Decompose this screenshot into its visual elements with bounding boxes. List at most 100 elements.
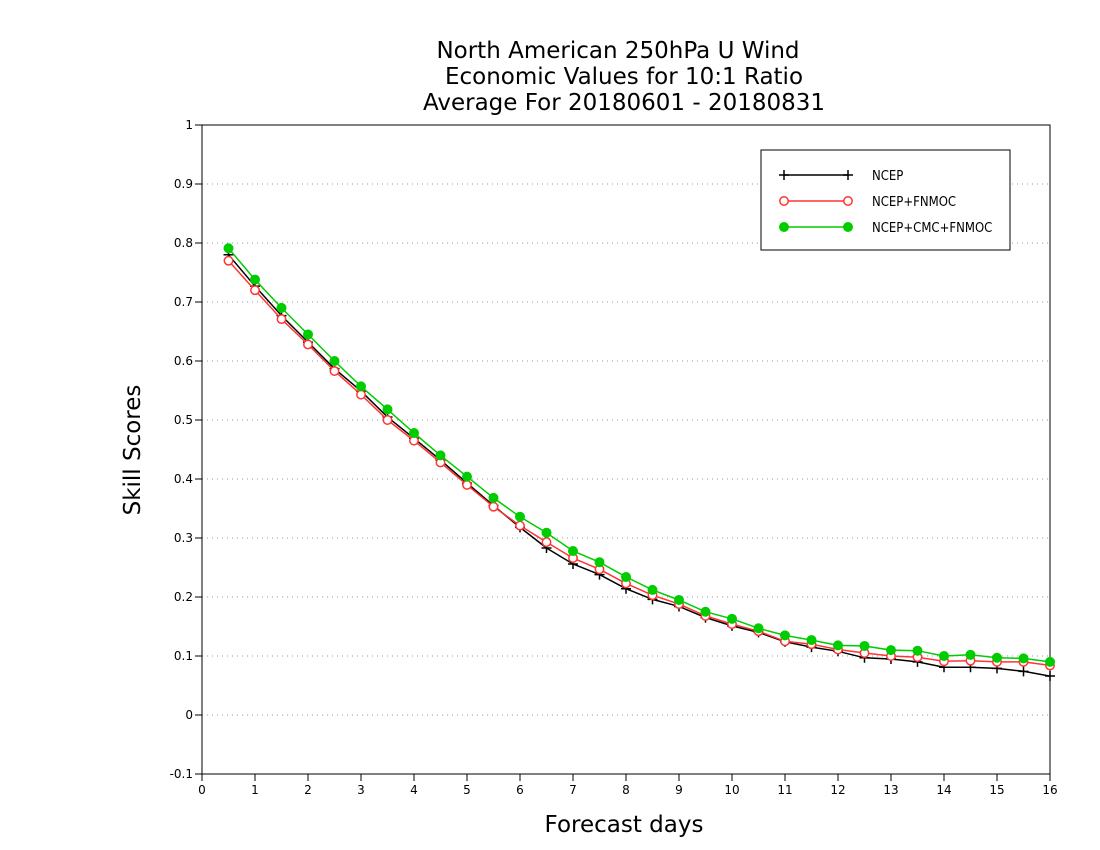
legend: NCEP NCEP+FNMOC NCEP+CMC+FNMOC (760, 149, 1011, 251)
y-tick-label: 0.5 (174, 413, 193, 427)
x-tick-label: 16 (1042, 783, 1057, 797)
x-tick-label: 9 (675, 783, 683, 797)
x-tick-label: 6 (516, 783, 524, 797)
data-point (912, 645, 923, 656)
x-tick-label: 2 (304, 783, 312, 797)
x-axis-label: Forecast days (545, 812, 704, 838)
data-point (779, 222, 789, 232)
x-tick-label: 12 (830, 783, 845, 797)
y-tick-label: 0.8 (174, 236, 193, 250)
data-point (779, 196, 789, 206)
data-point (859, 640, 870, 651)
y-tick-label: 0.1 (174, 649, 193, 663)
data-point (541, 537, 552, 548)
y-axis-label: Skill Scores (120, 385, 146, 516)
data-point (462, 479, 472, 490)
data-point (1018, 653, 1029, 664)
series-line (227, 260, 1051, 667)
x-tick-label: 3 (357, 783, 365, 797)
data-point (833, 640, 843, 651)
y-tick-label: 0.4 (174, 472, 193, 486)
data-point (674, 594, 684, 605)
legend-item: NCEP+FNMOC (779, 195, 956, 210)
x-tick-label: 1 (251, 783, 259, 797)
legend-item: NCEP (779, 169, 903, 184)
data-point (1045, 656, 1055, 667)
x-tick-label: 11 (777, 783, 792, 797)
data-point (303, 329, 313, 340)
data-point (382, 404, 393, 415)
x-tick-label: 13 (883, 783, 898, 797)
data-point (843, 222, 853, 232)
x-tick-label: 10 (724, 783, 739, 797)
y-tick-label: -0.1 (170, 767, 193, 781)
data-point (409, 427, 419, 438)
data-point (886, 645, 896, 656)
data-point (843, 196, 853, 206)
grid-lines (202, 183, 1050, 716)
data-point (488, 492, 499, 503)
y-tick-label: 1 (185, 118, 193, 132)
data-point (700, 606, 711, 617)
y-tick-label: 0.2 (174, 590, 193, 604)
data-point (329, 356, 340, 366)
axis-ticks: -0.100.10.20.30.40.50.60.70.80.910 1 2 3 4 5 6… (170, 118, 1058, 797)
legend-label: NCEP+FNMOC (872, 195, 956, 210)
data-point (250, 274, 260, 285)
data-point (223, 255, 234, 266)
legend-label: NCEP+CMC+FNMOC (872, 221, 992, 236)
series-group (223, 243, 1055, 682)
y-tick-label: 0.3 (174, 531, 193, 545)
data-point (594, 557, 605, 568)
x-tick-label: 7 (569, 783, 577, 797)
data-point (753, 623, 764, 634)
series-line (227, 254, 1051, 677)
series-line (227, 247, 1051, 663)
data-point (382, 415, 393, 425)
chart-title-line-3: Average For 20180601 - 20180831 (423, 90, 825, 116)
data-point (1018, 666, 1029, 677)
data-point (568, 545, 578, 556)
data-point (647, 584, 658, 595)
data-point (515, 511, 525, 522)
series-ncep-fnmoc (223, 255, 1055, 671)
data-point (435, 450, 446, 461)
data-point (727, 613, 737, 624)
data-point (223, 243, 234, 254)
data-point (329, 366, 340, 376)
data-point (806, 635, 817, 646)
data-point (356, 389, 366, 400)
data-point (303, 339, 313, 350)
series-ncep (223, 249, 1055, 682)
legend-item: NCEP+CMC+FNMOC (779, 221, 992, 236)
data-point (541, 527, 552, 538)
data-point (779, 170, 789, 180)
data-point (276, 314, 287, 325)
data-point (992, 652, 1002, 663)
x-tick-label: 5 (463, 783, 471, 797)
data-point (515, 520, 525, 531)
x-tick-label: 4 (410, 783, 418, 797)
data-point (1045, 671, 1055, 682)
data-point (780, 630, 790, 641)
data-point (276, 302, 287, 313)
chart-title-line-2: Economic Values for 10:1 Ratio (445, 64, 803, 90)
y-tick-label: 0 (185, 708, 193, 722)
y-tick-label: 0.6 (174, 354, 193, 368)
series-ncep-cmc-fnmoc (223, 243, 1055, 667)
data-point (843, 170, 853, 180)
data-point (965, 649, 976, 660)
x-tick-label: 8 (622, 783, 630, 797)
y-tick-label: 0.9 (174, 177, 193, 191)
legend-label: NCEP (872, 169, 903, 184)
y-tick-label: 0.7 (174, 295, 193, 309)
data-point (621, 571, 631, 582)
chart-title-line-1: North American 250hPa U Wind (436, 38, 799, 64)
x-tick-label: 0 (198, 783, 206, 797)
data-point (939, 651, 949, 661)
legend-box (760, 149, 1011, 251)
data-point (250, 285, 260, 296)
data-point (462, 471, 472, 482)
x-tick-label: 15 (989, 783, 1004, 797)
